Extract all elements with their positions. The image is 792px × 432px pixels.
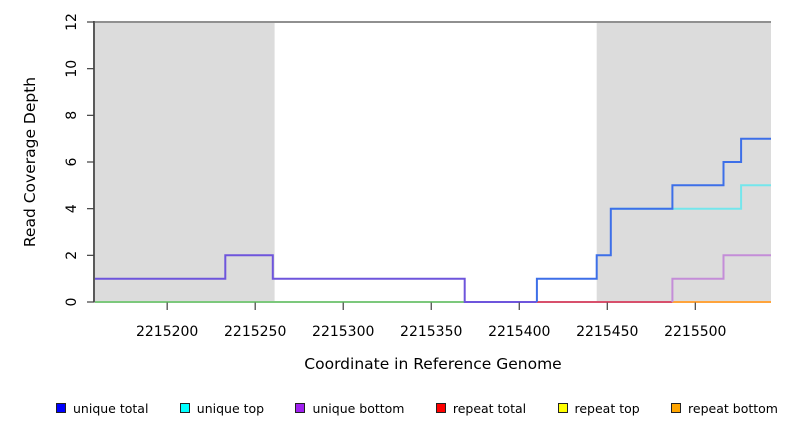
legend-label: unique bottom [312,400,405,416]
y-tick-label: 4 [64,204,80,213]
y-axis-title: Read Coverage Depth [21,76,39,248]
legend-label: repeat bottom [688,400,778,416]
y-tick-label: 10 [64,60,80,78]
x-tick-label: 2215500 [664,324,726,340]
x-tick-label: 2215450 [576,324,638,340]
x-tick-label: 2215400 [488,324,550,340]
legend: unique total unique top unique bottom repea… [56,397,778,419]
series-line-unique-top [610,184,771,210]
legend-label: unique top [196,400,265,416]
x-tick-label: 2215350 [400,324,462,340]
legend-swatch-icon [56,403,66,413]
shaded-region [95,22,275,302]
y-tick-label: 0 [64,298,80,307]
series-line-unique-bottom-left [95,254,537,303]
legend-item-repeat-bottom: repeat bottom [671,401,778,416]
legend-swatch-icon [295,403,306,413]
y-tick-label: 6 [64,157,80,166]
legend-item-unique-bottom: unique bottom [295,400,405,416]
legend-label: unique total [73,400,149,416]
y-tick-label: 8 [64,111,80,120]
series-line-unique-total [535,137,771,302]
legend-label: repeat top [574,400,640,416]
legend-item-repeat-total: repeat total [435,400,527,416]
x-axis-title: Coordinate in Reference Genome [304,355,562,373]
x-tick-label: 2215300 [312,324,374,340]
legend-item-unique-total: unique total [56,401,148,416]
legend-swatch-icon [435,403,446,413]
x-tick-label: 2215250 [224,324,286,340]
legend-item-unique-top: unique top [179,400,265,416]
series-line-unique-bottom-right [671,254,771,302]
legend-label: repeat total [452,400,527,416]
x-tick-label: 2215200 [136,324,198,340]
legend-swatch-icon [557,403,568,413]
shaded-region [596,22,771,302]
coverage-plot-canvas: 0 2 4 6 8 10 12 2215200 2215250 2215300 2215350 221… [64,13,771,340]
legend-swatch-icon [671,403,682,413]
legend-item-repeat-top: repeat top [557,400,640,416]
legend-swatch-icon [179,403,190,413]
y-tick-label: 12 [64,13,80,31]
y-tick-label: 2 [64,251,80,260]
